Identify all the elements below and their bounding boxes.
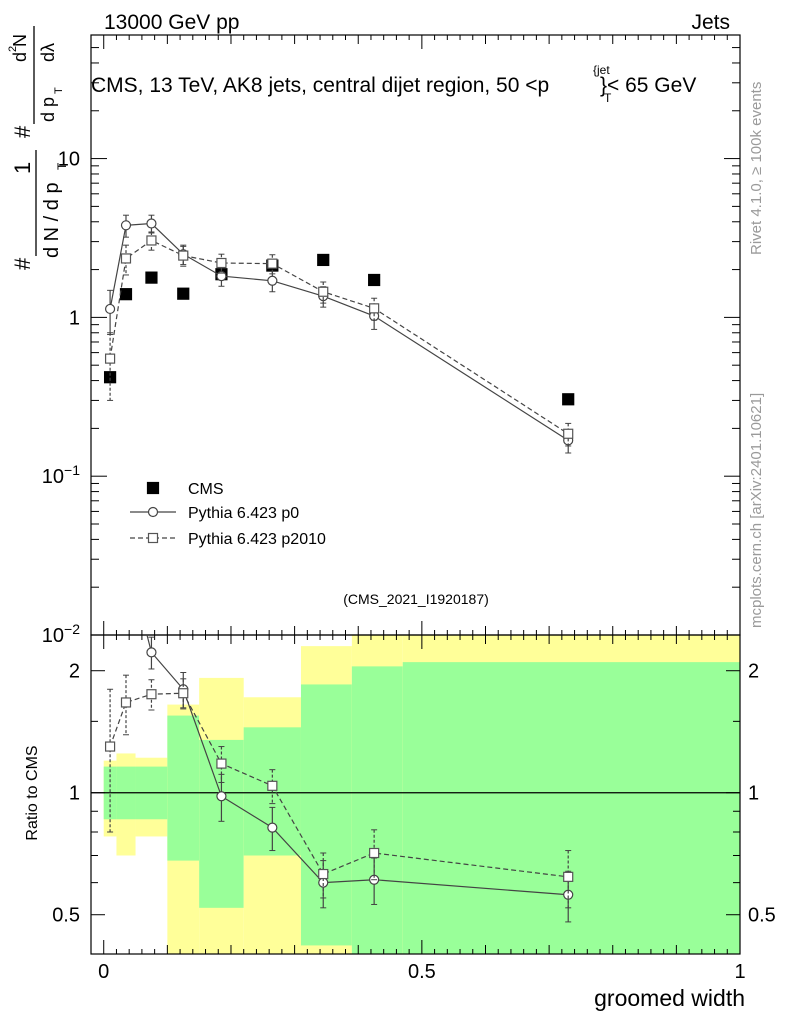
ylabel-part: dλ <box>38 43 58 62</box>
ylabel-part: 1 <box>10 162 35 174</box>
title-subscript: T <box>604 91 612 105</box>
legend-entry-label: Pythia 6.423 p0 <box>188 505 299 522</box>
legend-entry-label: Pythia 6.423 p2010 <box>188 531 326 548</box>
data-point <box>178 250 189 261</box>
data-point <box>104 303 116 315</box>
data-point <box>120 697 132 708</box>
ylabel-part: # <box>10 125 35 138</box>
series-line <box>109 239 569 435</box>
data-point <box>267 275 278 286</box>
legend-entry-label: CMS <box>188 481 224 498</box>
main-y-tick-label: 1 <box>69 307 80 329</box>
main-panel-series <box>103 214 575 454</box>
main-title: CMS, 13 TeV, AK8 jets, central dijet reg… <box>91 74 549 97</box>
ratio-panel-frame <box>90 634 741 955</box>
data-point <box>147 532 159 544</box>
data-point <box>216 758 227 769</box>
data-point <box>119 288 133 301</box>
x-tick-label: 1 <box>734 961 745 983</box>
header-left-label: 13000 GeV pp <box>104 11 239 34</box>
data-point <box>146 481 160 495</box>
x-tick-label: 0.5 <box>408 961 436 983</box>
data-point <box>177 287 190 300</box>
ratio-uncertainty-bands <box>103 635 740 954</box>
data-point <box>145 271 158 284</box>
ratio-y-tick-label: 2 <box>69 661 80 683</box>
ratio-y-tick-label-right: 1 <box>748 783 759 805</box>
data-point <box>103 371 117 384</box>
data-point <box>147 506 159 518</box>
main-title-tail: }< 65 GeV <box>600 74 696 97</box>
ylabel-part: # <box>10 257 35 270</box>
data-point <box>267 258 278 269</box>
ratio-y-axis-label: Ratio to CMS <box>24 745 41 840</box>
data-point <box>563 871 574 882</box>
data-point <box>178 688 189 699</box>
x-axis-label: groomed width <box>594 985 745 1011</box>
ratio-y-tick-label: 0.5 <box>52 905 80 927</box>
ylabel-part: T <box>53 87 65 94</box>
ratio-panel-border <box>90 634 741 955</box>
data-point <box>267 822 278 833</box>
data-point <box>563 889 574 900</box>
side-label-bottom: mcplots.cern.ch [arXiv:2401.10621] <box>748 393 765 628</box>
title-superscript: {jet <box>593 63 610 77</box>
stat-band <box>167 715 200 861</box>
ylabel-part: d <box>10 52 30 62</box>
data-point <box>104 741 116 752</box>
stat-band <box>402 662 740 954</box>
data-point <box>120 253 132 264</box>
data-point <box>216 791 227 802</box>
data-point <box>146 689 157 700</box>
stat-band <box>300 684 352 946</box>
data-point <box>317 253 330 267</box>
data-point <box>318 868 329 880</box>
data-point <box>120 220 132 231</box>
ylabel-part: N <box>10 34 30 47</box>
ylabel-part: T <box>55 162 69 170</box>
stat-band <box>351 666 403 954</box>
ylabel-part: 2 <box>7 46 19 52</box>
data-point <box>146 235 157 246</box>
ratio-series-line <box>146 634 569 896</box>
header-right-label: Jets <box>691 11 730 34</box>
data-point <box>562 393 575 406</box>
data-point <box>369 303 380 314</box>
ylabel-part: d p <box>38 97 58 122</box>
data-point <box>369 847 380 859</box>
main-y-tick-label: 10−2 <box>42 621 80 647</box>
ratio-y-tick-label-right: 2 <box>748 661 759 683</box>
data-point <box>146 647 157 658</box>
data-point <box>104 353 116 364</box>
data-point <box>318 286 329 297</box>
side-label-top: Rivet 4.1.0, ≥ 100k events <box>748 82 765 255</box>
data-point <box>267 780 278 791</box>
analysis-watermark: (CMS_2021_I1920187) <box>343 591 489 607</box>
data-point <box>368 273 381 287</box>
x-tick-label: 0 <box>98 961 109 983</box>
main-y-tick-label: 10−1 <box>42 462 80 488</box>
data-point <box>146 218 157 229</box>
ratio-y-tick-label: 1 <box>69 783 80 805</box>
data-point <box>563 428 574 439</box>
main-y-tick-label: 10 <box>58 149 80 171</box>
ratio-panel-series <box>104 634 574 923</box>
ratio-y-tick-label-right: 0.5 <box>748 905 776 927</box>
legend: CMS Pythia 6.423 p0 Pythia 6.423 p2010 <box>130 481 326 548</box>
ylabel-part: d N / d p <box>41 182 63 258</box>
data-point <box>216 257 227 269</box>
